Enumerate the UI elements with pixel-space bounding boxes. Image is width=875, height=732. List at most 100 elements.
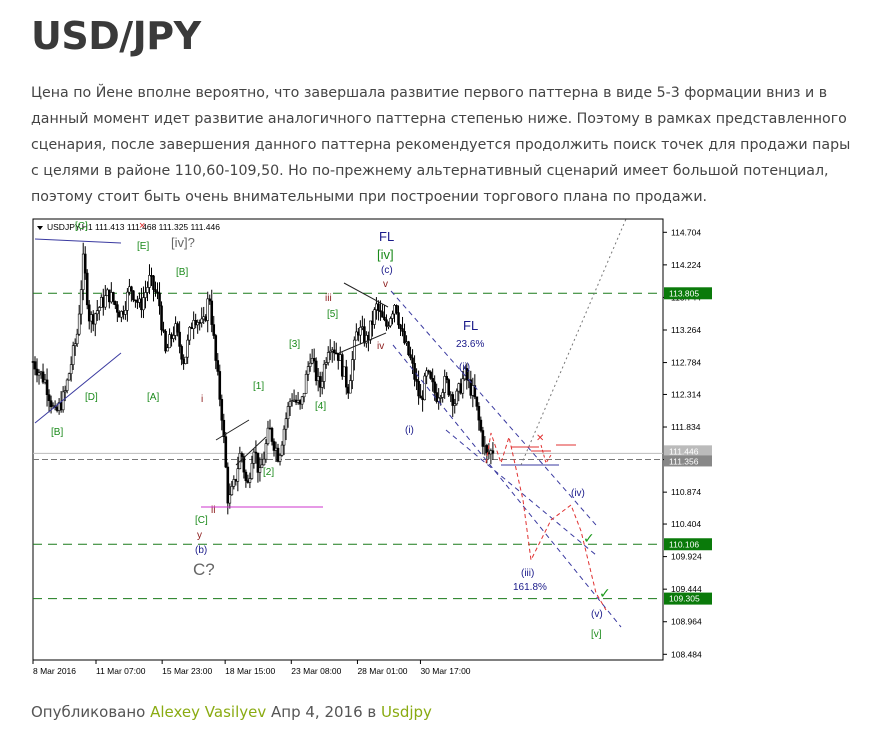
candle-body <box>349 380 352 394</box>
candle-body <box>146 287 149 293</box>
author-link[interactable]: Alexey Vasilyev <box>150 703 267 721</box>
channel-line <box>445 429 597 556</box>
candle-body <box>413 363 416 380</box>
candle-body <box>377 303 380 311</box>
trend-line <box>34 238 122 244</box>
candle-body <box>477 406 481 421</box>
candle-body <box>453 403 457 406</box>
candle-body <box>403 331 406 344</box>
candle-body <box>144 292 147 298</box>
current-price-label-bg <box>664 445 712 457</box>
candle-body <box>415 379 418 382</box>
candle-body <box>204 316 208 321</box>
candle-body <box>132 290 135 301</box>
candle-body <box>182 358 185 364</box>
candle-body <box>83 253 87 274</box>
y-tick-label: 111.834 <box>671 422 701 432</box>
candle-body <box>63 390 67 393</box>
candle-body <box>381 311 384 318</box>
x-tick-label: 30 Mar 17:00 <box>420 666 470 676</box>
candle-body <box>73 343 77 346</box>
candle-body <box>387 325 390 328</box>
candle-body <box>97 307 101 311</box>
candle-body <box>308 362 312 367</box>
y-tick-label: 112.784 <box>671 358 701 368</box>
y-tick-label: 109.444 <box>671 584 702 594</box>
candle-body <box>320 381 324 388</box>
post-description: Цена по Йене вполне вероятно, что заверш… <box>31 85 851 205</box>
dropdown-arrow-icon <box>37 226 43 230</box>
x-tick-label: 18 Mar 15:00 <box>225 666 275 676</box>
candle-body <box>47 394 51 402</box>
candle-body <box>330 349 334 352</box>
wave-label: [iv] <box>377 247 394 262</box>
candle-body <box>298 400 302 405</box>
wave-label: (i) <box>405 425 414 436</box>
candle-body <box>206 298 210 321</box>
candle-body <box>248 478 252 483</box>
check-icon: ✓ <box>599 585 611 601</box>
candle-body <box>395 305 398 313</box>
candle-body <box>89 314 93 322</box>
wave-label: [2] <box>263 467 274 478</box>
candle-body <box>138 298 141 303</box>
wave-label: [C] <box>75 221 88 232</box>
wave-label: ii <box>211 505 215 516</box>
trend-line <box>338 332 387 354</box>
plot-frame <box>32 218 664 661</box>
candle-body <box>164 330 167 352</box>
candle-body <box>312 357 316 362</box>
candle-body <box>208 298 212 302</box>
y-tick-label: 114.224 <box>671 260 701 270</box>
candle-body <box>114 301 117 306</box>
candle-body <box>69 364 73 375</box>
candles-group <box>31 242 495 515</box>
candle-body <box>369 320 372 341</box>
candle-body <box>371 320 374 325</box>
candle-body <box>266 427 270 444</box>
candle-body <box>435 392 438 402</box>
candle-body <box>419 395 422 399</box>
candle-body <box>234 479 238 482</box>
candle-body <box>130 286 133 292</box>
wave-label: [A] <box>147 392 159 403</box>
candle-body <box>194 320 197 326</box>
candle-body <box>479 419 483 431</box>
candle-body <box>340 354 344 377</box>
candle-body <box>286 406 290 420</box>
candle-body <box>324 362 328 365</box>
candle-body <box>292 399 296 402</box>
candle-body <box>347 386 350 394</box>
candle-body <box>473 385 477 398</box>
candle-body <box>170 334 173 339</box>
x-tick-label: 15 Mar 23:00 <box>162 666 212 676</box>
candle-body <box>264 443 268 460</box>
forecast-path <box>485 432 607 611</box>
candle-body <box>192 320 195 330</box>
wave-label: iv <box>377 341 384 352</box>
in-label: в <box>367 703 377 721</box>
candle-body <box>310 357 314 364</box>
category-link[interactable]: Usdjpy <box>381 703 432 721</box>
candle-body <box>260 464 264 469</box>
wave-label: [C] <box>195 515 208 526</box>
candle-body <box>134 299 137 302</box>
candle-body <box>71 345 75 365</box>
candle-body <box>425 370 428 377</box>
candle-body <box>338 354 342 361</box>
wave-label: [v] <box>591 629 602 640</box>
wave-label: (iii) <box>521 568 534 579</box>
y-tick-label: 113.264 <box>671 325 701 335</box>
price-level-label-bg <box>664 287 712 300</box>
candle-body <box>429 371 432 379</box>
wave-label: i <box>201 394 203 405</box>
candle-body <box>421 397 424 401</box>
candle-body <box>483 445 487 447</box>
candle-body <box>190 327 193 330</box>
candle-body <box>441 392 444 398</box>
candle-body <box>491 450 495 454</box>
trend-line <box>343 282 389 308</box>
candle-body <box>37 372 41 376</box>
candle-body <box>276 447 280 462</box>
candle-body <box>196 322 199 326</box>
